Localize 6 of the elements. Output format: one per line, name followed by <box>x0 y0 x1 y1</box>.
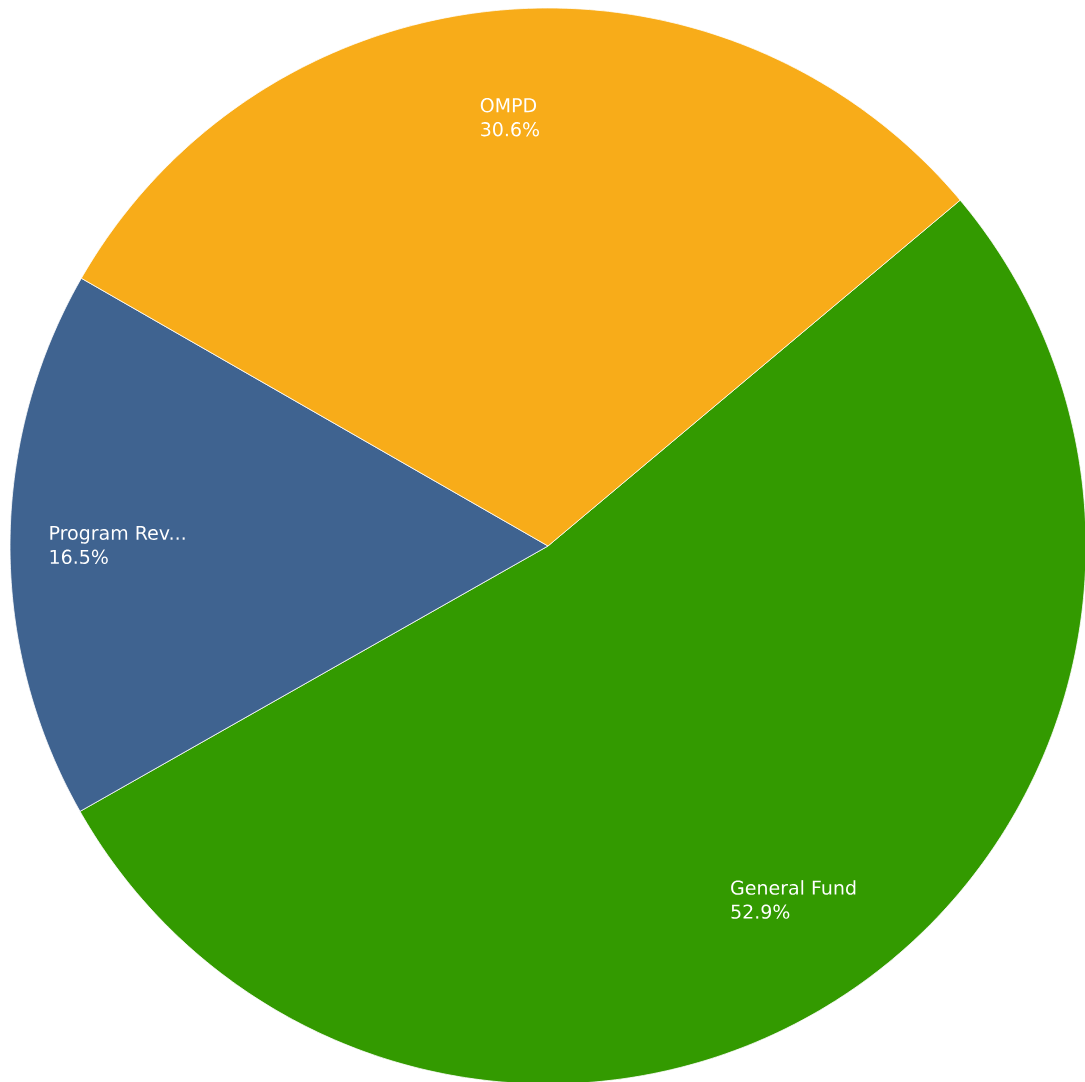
data-label: 52.9% <box>731 904 790 919</box>
data-label: 30.6% <box>481 122 540 137</box>
slice-label: General Fund <box>731 880 856 895</box>
slice-label: Program Rev... <box>50 525 185 544</box>
slice-label: OMPD <box>480 98 537 113</box>
data-label: 16.5% <box>50 549 108 564</box>
